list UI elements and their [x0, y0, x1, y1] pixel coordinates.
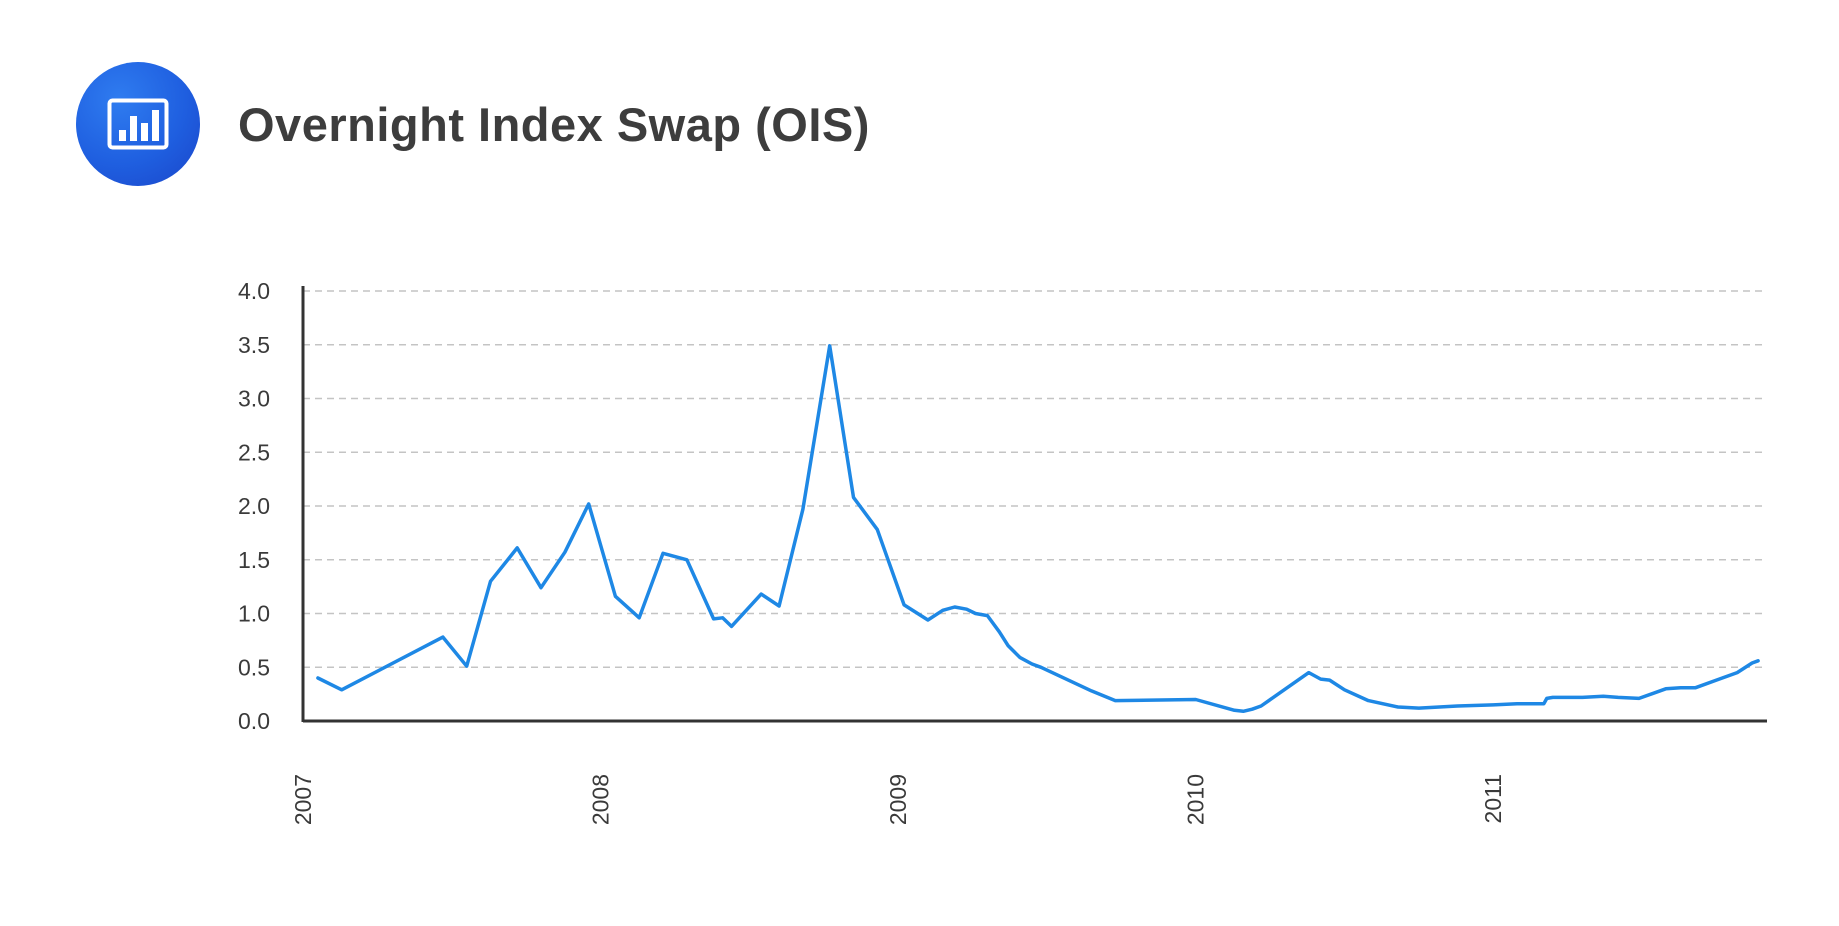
gridlines [303, 290, 1767, 668]
y-tick-label: 1.0 [238, 601, 270, 627]
y-axis-ticks: 0.0 0.5 1.0 1.5 2.0 2.5 3.0 3.5 4.0 [238, 278, 270, 734]
x-tick-label: 2007 [290, 774, 316, 825]
ois-series-line [316, 344, 1760, 714]
y-tick-label: 0.0 [238, 708, 270, 734]
y-tick-label: 3.0 [238, 386, 270, 412]
x-tick-label: 2011 [1480, 774, 1506, 823]
y-tick-label: 2.0 [238, 493, 270, 519]
y-tick-label: 2.5 [238, 439, 270, 465]
chart-header: Overnight Index Swap (OIS) [76, 62, 870, 186]
chart-title: Overnight Index Swap (OIS) [238, 97, 870, 151]
bar-chart-icon [76, 62, 200, 186]
x-axis-ticks: 2007 2008 2009 2010 2011 [290, 774, 1506, 825]
x-tick-label: 2008 [588, 774, 614, 825]
x-tick-label: 2009 [885, 774, 911, 825]
y-tick-label: 1.5 [238, 547, 270, 573]
y-tick-label: 4.0 [238, 278, 270, 304]
x-tick-label: 2010 [1183, 774, 1209, 825]
y-tick-label: 0.5 [238, 654, 270, 680]
y-tick-label: 3.5 [238, 332, 270, 358]
